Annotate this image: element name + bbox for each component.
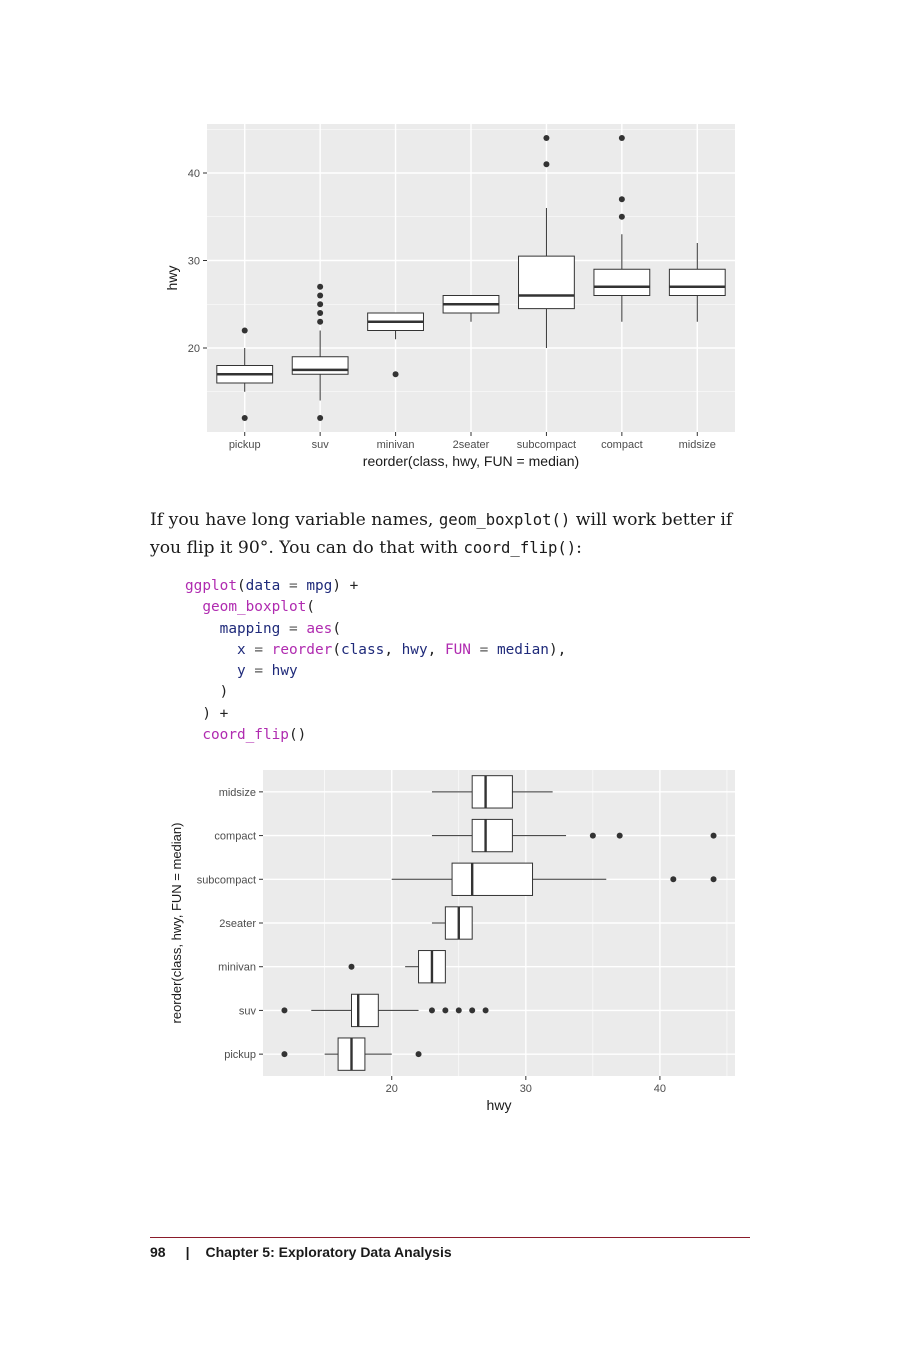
- outlier-point: [317, 415, 324, 421]
- outlier-point: [616, 832, 623, 839]
- outlier-point: [241, 415, 248, 421]
- y-axis-title: hwy: [164, 266, 180, 291]
- box-iqr: [291, 356, 349, 375]
- outlier-point: [348, 963, 355, 970]
- outlier-point: [428, 1007, 435, 1014]
- code-line-3: mapping = aes(: [219, 620, 341, 637]
- code-line-5: y = hwy: [236, 663, 298, 680]
- code-block: ggplot(data = mpg) + geom_boxplot( mappi…: [185, 576, 566, 746]
- y-tick-label: subcompact: [197, 874, 256, 886]
- paragraph-text-2: will work better if you flip it 90°. You…: [150, 510, 733, 558]
- box-iqr: [451, 862, 534, 896]
- code-line-2: geom_boxplot(: [202, 599, 315, 616]
- inline-code-coord-flip: coord_flip(): [463, 539, 577, 557]
- outlier-point: [710, 832, 717, 839]
- body-paragraph: If you have long variable names, geom_bo…: [150, 506, 752, 562]
- x-tick-label: midsize: [679, 439, 716, 451]
- outlier-point: [482, 1007, 489, 1014]
- outlier-point: [618, 135, 625, 141]
- code-line-1: ggplot(data = mpg) +: [185, 578, 359, 594]
- box-iqr: [518, 255, 575, 310]
- x-tick-label: 40: [654, 1083, 666, 1095]
- outlier-point: [469, 1007, 476, 1014]
- code-line-8: coord_flip(): [202, 727, 307, 744]
- y-tick-label: pickup: [224, 1049, 256, 1061]
- outlier-point: [317, 283, 324, 290]
- x-axis-title: hwy: [487, 1097, 512, 1113]
- box-iqr: [471, 775, 513, 809]
- outlier-point: [281, 1007, 288, 1014]
- box-iqr: [351, 993, 379, 1028]
- footer-separator: |: [185, 1244, 190, 1260]
- outlier-point: [670, 876, 677, 883]
- x-tick-label: 2seater: [453, 439, 490, 451]
- y-tick-label: midsize: [219, 787, 256, 799]
- outlier-point: [281, 1051, 288, 1058]
- outlier-point: [543, 161, 550, 168]
- code-line-6: ): [219, 684, 229, 701]
- x-tick-label: subcompact: [517, 439, 576, 451]
- outlier-point: [710, 876, 717, 883]
- x-tick-label: compact: [601, 439, 643, 451]
- x-tick-label: suv: [312, 439, 330, 451]
- page-footer: 98 | Chapter 5: Exploratory Data Analysis: [150, 1244, 452, 1260]
- page-number: 98: [150, 1244, 166, 1260]
- box-iqr: [471, 818, 513, 853]
- y-tick-label: 2seater: [219, 918, 256, 930]
- outlier-point: [317, 310, 324, 316]
- code-line-7: ) +: [202, 705, 229, 722]
- outlier-point: [543, 135, 550, 141]
- x-tick-label: 30: [520, 1083, 532, 1095]
- outlier-point: [442, 1007, 449, 1014]
- outlier-point: [241, 327, 248, 334]
- outlier-point: [618, 213, 625, 220]
- x-tick-label: pickup: [229, 439, 261, 451]
- outlier-point: [618, 196, 625, 203]
- box-iqr: [593, 268, 651, 296]
- boxplot-chart-vertical: 20 30 40 pickup suv minivan 2seater subcompact c…: [164, 124, 735, 469]
- outlier-point: [455, 1007, 462, 1014]
- paragraph-text-3: :: [576, 538, 582, 558]
- x-axis-title: reorder(class, hwy, FUN = median): [363, 453, 579, 469]
- y-tick-label: compact: [214, 831, 256, 843]
- inline-code-geom-boxplot: geom_boxplot(): [438, 511, 571, 529]
- paragraph-text-1: If you have long variable names,: [150, 510, 439, 530]
- y-tick-label: 40: [188, 168, 200, 180]
- box-iqr: [668, 268, 726, 296]
- footer-rule: [150, 1237, 750, 1238]
- y-tick-label: suv: [239, 1005, 257, 1017]
- x-tick-label: minivan: [377, 439, 415, 451]
- y-axis-title: reorder(class, hwy, FUN = median): [169, 823, 184, 1024]
- outlier-point: [317, 292, 324, 299]
- y-tick-label: minivan: [218, 962, 256, 974]
- code-line-4: x = reorder(class, hwy, FUN = median),: [236, 641, 567, 658]
- outlier-point: [392, 371, 399, 378]
- y-tick-label: 30: [188, 256, 200, 268]
- outlier-point: [317, 301, 324, 308]
- outlier-point: [415, 1051, 422, 1058]
- outlier-point: [317, 318, 324, 325]
- x-tick-label: 20: [386, 1083, 398, 1095]
- boxplot-chart-horizontal: pickup suv minivan 2seater subcompact compact…: [169, 770, 735, 1113]
- chapter-title: Chapter 5: Exploratory Data Analysis: [205, 1244, 452, 1260]
- y-tick-label: 20: [188, 343, 200, 355]
- outlier-point: [589, 832, 596, 839]
